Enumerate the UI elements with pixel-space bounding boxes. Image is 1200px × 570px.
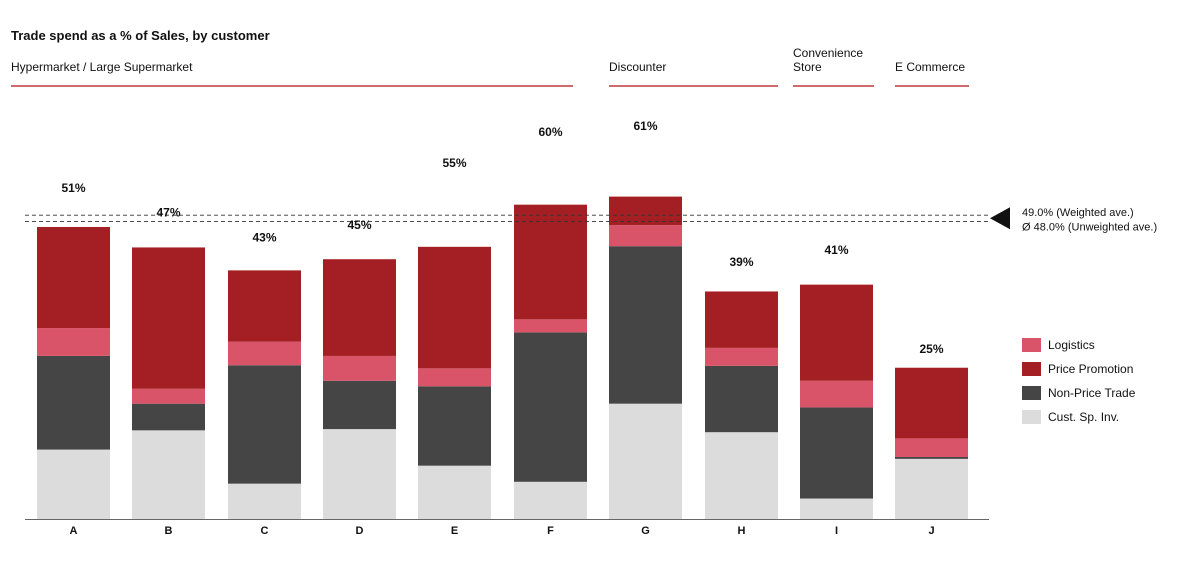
- bar-segment: [800, 407, 873, 499]
- bar-segment: [228, 270, 301, 342]
- bar-segment: [228, 341, 301, 366]
- customer-groups: Hypermarket / Large Supermarket Discounte…: [11, 46, 969, 87]
- total-label: 60%: [538, 125, 562, 139]
- bar-segment: [800, 498, 873, 519]
- x-tick-label: H: [738, 525, 746, 537]
- reference-label: 49.0% (Weighted ave.): [1022, 207, 1134, 219]
- bar-segment: [418, 246, 491, 369]
- bar-segment: [132, 403, 205, 431]
- group-label-line: Convenience: [793, 46, 863, 60]
- legend-label: Non-Price Trade: [1048, 386, 1136, 400]
- bar-segment: [800, 284, 873, 381]
- x-tick-label: I: [835, 525, 838, 537]
- bar-segment: [609, 196, 682, 226]
- x-tick-label: C: [261, 525, 269, 537]
- bar-segment: [132, 430, 205, 519]
- legend-label: Cust. Sp. Inv.: [1048, 410, 1119, 424]
- bar-segment: [895, 438, 968, 457]
- bar-segment: [895, 367, 968, 439]
- total-label: 55%: [442, 156, 466, 170]
- bar-segment: [514, 332, 587, 482]
- bar-segment: [514, 204, 587, 320]
- labels: 51% A 47% B 43% C 45% D 55% E 60% F 61% G 39% H 41% I 25% J: [61, 119, 943, 537]
- group-label-line: Store: [793, 60, 822, 74]
- total-label: 47%: [156, 206, 180, 220]
- bar-segment: [228, 483, 301, 519]
- bar-segment: [228, 365, 301, 484]
- x-tick-label: B: [165, 525, 173, 537]
- total-label: 25%: [919, 342, 943, 356]
- bar-segment: [323, 380, 396, 430]
- bar-segment: [609, 403, 682, 519]
- bar-segment: [800, 380, 873, 408]
- total-label: 45%: [347, 218, 371, 232]
- bar-segment: [609, 225, 682, 247]
- bar-segment: [514, 319, 587, 333]
- bar-segment: [37, 449, 110, 519]
- group-label: E Commerce: [895, 60, 965, 74]
- total-label: 51%: [61, 181, 85, 195]
- reference-lines: 49.0% (Weighted ave.) Ø 48.0% (Unweighted…: [25, 207, 1157, 233]
- bar-segment: [37, 328, 110, 356]
- group-label: Discounter: [609, 60, 666, 74]
- bar-segment: [705, 432, 778, 519]
- bar-segment: [323, 429, 396, 519]
- bar-segment: [323, 259, 396, 356]
- group-label: Hypermarket / Large Supermarket: [11, 60, 193, 74]
- total-label: 41%: [824, 243, 848, 257]
- legend-swatch: [1022, 338, 1041, 352]
- bar-segment: [705, 347, 778, 366]
- legend-swatch: [1022, 410, 1041, 424]
- bar-segment: [132, 388, 205, 404]
- x-tick-label: E: [451, 525, 458, 537]
- chart-title: Trade spend as a % of Sales, by customer: [11, 28, 270, 43]
- bar-segment: [895, 457, 968, 459]
- reference-label: Ø 48.0% (Unweighted ave.): [1022, 221, 1157, 233]
- bar-segment: [705, 291, 778, 348]
- bar-segment: [132, 247, 205, 389]
- legend-swatch: [1022, 386, 1041, 400]
- legend-label: Price Promotion: [1048, 362, 1133, 376]
- bars: [25, 196, 989, 520]
- bar-segment: [323, 355, 396, 381]
- bar-segment: [418, 386, 491, 466]
- bar-segment: [895, 458, 968, 519]
- total-label: 39%: [729, 255, 753, 269]
- bar-segment: [418, 368, 491, 387]
- bar-segment: [418, 465, 491, 519]
- x-tick-label: J: [928, 525, 934, 537]
- bar-segment: [609, 246, 682, 404]
- chart-legend: Logistics Price Promotion Non-Price Trade C…: [1022, 338, 1136, 424]
- x-tick-label: F: [547, 525, 554, 537]
- total-label: 61%: [633, 119, 657, 133]
- bar-segment: [514, 481, 587, 519]
- bar-segment: [705, 365, 778, 433]
- total-label: 43%: [252, 230, 276, 244]
- bar-segment: [37, 226, 110, 329]
- bar-segment: [37, 355, 110, 450]
- legend-label: Logistics: [1048, 338, 1095, 352]
- legend-swatch: [1022, 362, 1041, 376]
- average-marker: [990, 207, 1010, 230]
- group-label: Convenience Store: [793, 46, 863, 74]
- x-tick-label: G: [641, 525, 650, 537]
- x-tick-label: D: [356, 525, 364, 537]
- x-tick-label: A: [70, 525, 78, 537]
